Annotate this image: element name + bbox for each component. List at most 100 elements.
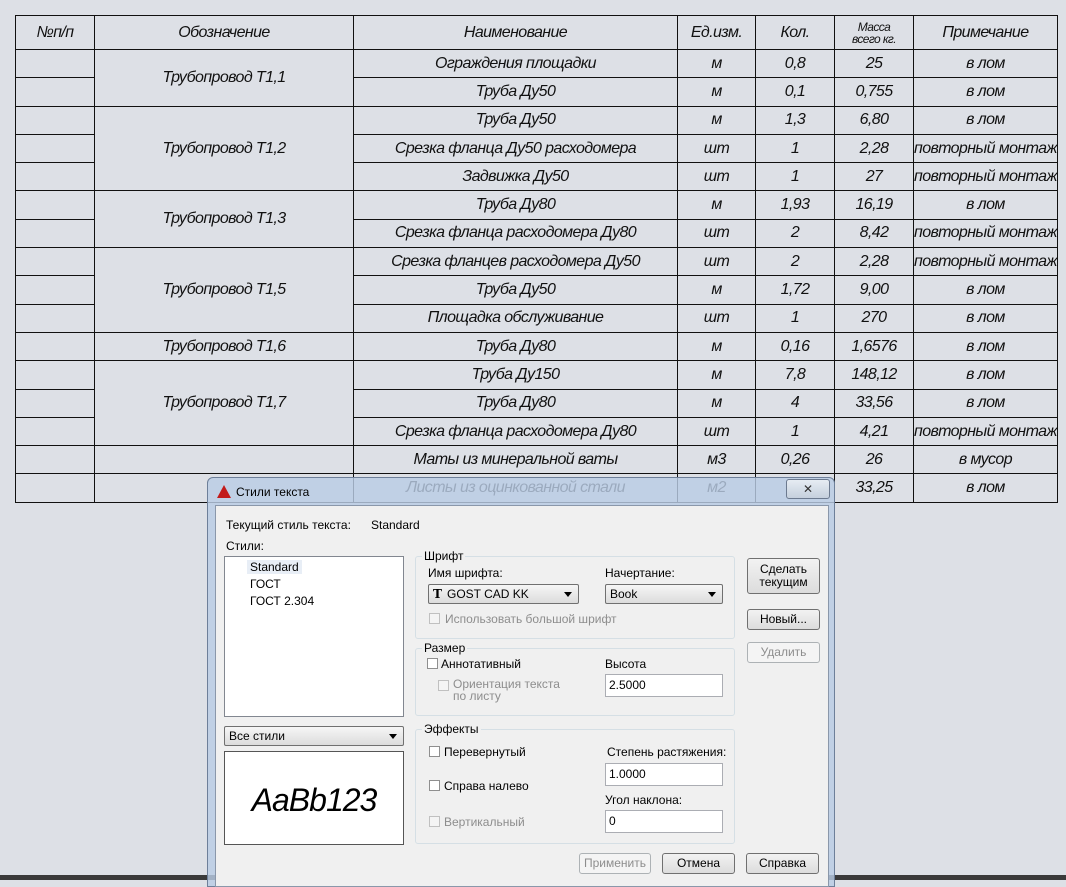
note: в лом	[913, 77, 1058, 107]
designation-cell: Трубопровод Т1,3	[94, 190, 354, 249]
unit: м	[677, 105, 756, 135]
quantity: 2	[755, 247, 835, 277]
app-icon	[217, 485, 231, 498]
new-button[interactable]: Новый...	[747, 609, 820, 630]
input-text: 0	[609, 814, 616, 828]
cancel-button[interactable]: Отмена	[662, 853, 735, 874]
header-cell: №п/п	[15, 15, 95, 50]
item-name: Труба Ду150	[353, 360, 678, 390]
table-row: Труба Ду50 м 0,1 0,755 в лом	[15, 77, 1058, 107]
item-name: Труба Ду50	[353, 77, 678, 107]
number-cell	[15, 162, 95, 192]
designation-cell: Трубопровод Т1,2	[94, 105, 354, 192]
mass: 8,42	[834, 218, 914, 249]
quantity: 1	[755, 416, 835, 447]
group-box	[415, 556, 735, 639]
apply-button[interactable]: Применить	[579, 853, 651, 874]
unit: шт	[677, 162, 756, 192]
mass: 27	[834, 162, 914, 192]
group-label: Эффекты	[422, 722, 481, 736]
note: в мусор	[913, 445, 1058, 475]
item-name: Срезка фланца расходомера Ду80	[353, 416, 678, 447]
mass: 33,25	[834, 473, 914, 503]
designation-cell: Трубопровод Т1,1	[94, 49, 354, 107]
unit: шт	[677, 133, 756, 164]
mass: 0,755	[834, 77, 914, 107]
mass: 16,19	[834, 190, 914, 220]
item-name: Срезка фланца Ду50 расходомера	[353, 133, 678, 164]
preview: AaBb123	[224, 751, 404, 845]
unit: м	[677, 275, 756, 305]
checkbox[interactable]	[429, 746, 440, 757]
unit: м	[677, 190, 756, 220]
header-cell: Наименование	[353, 15, 678, 50]
combo-text: Book	[610, 587, 638, 601]
header-cell: Примечание	[913, 15, 1058, 50]
table-row: Трубопровод Т1,1 Ограждения площадки м 0,8 2…	[15, 48, 1058, 107]
quantity: 0,26	[755, 445, 835, 475]
header-cell: Обозначение	[94, 15, 354, 50]
header-cell: Масса всего кг.	[834, 15, 914, 50]
mass: 4,21	[834, 416, 914, 447]
mass: 148,12	[834, 360, 914, 390]
checkbox-label: Вертикальный	[444, 815, 525, 829]
mass: 6,80	[834, 105, 914, 135]
oblique-input[interactable]: 0	[605, 810, 723, 833]
number-cell	[15, 331, 95, 362]
checkbox[interactable]	[427, 658, 438, 669]
quantity: 7,8	[755, 360, 835, 390]
combo-text: GOST CAD KK	[447, 587, 529, 601]
number-cell	[15, 473, 95, 503]
note: повторный монтаж	[913, 247, 1058, 277]
label: Степень растяжения:	[607, 745, 727, 759]
group-label: Размер	[422, 641, 468, 655]
checkbox-label: Справа налево	[444, 779, 529, 793]
close-button[interactable]: ✕	[786, 479, 830, 499]
help-button[interactable]: Справка	[746, 853, 819, 874]
table-row: Трубопровод Т1,7 Труба Ду150 м 7,8 148,12 в л…	[15, 360, 1058, 447]
note: в лом	[913, 360, 1058, 390]
item-name: Труба Ду50	[353, 105, 678, 135]
list-item[interactable]: Standard	[247, 560, 302, 574]
set-current-button[interactable]: Сделать текущим	[747, 558, 820, 594]
table-row: Труба Ду50 м 1,72 9,00 в лом	[15, 275, 1058, 305]
list-item[interactable]: ГОСТ 2.304	[250, 594, 315, 608]
note: в лом	[913, 105, 1058, 135]
designation-cell	[94, 445, 354, 475]
input-text: 2.5000	[609, 678, 646, 692]
quantity: 1,93	[755, 190, 835, 220]
mass: 33,56	[834, 388, 914, 418]
width-input[interactable]: 1.0000	[605, 763, 723, 786]
table-row: Маты из минеральной ваты м3 0,26 26 в мусор	[15, 445, 1058, 475]
styles-list[interactable]: Standard ГОСТ ГОСТ 2.304	[224, 556, 404, 717]
dialog-client: Текущий стиль текста: Standard Стили: St…	[215, 505, 829, 887]
unit: м	[677, 77, 756, 107]
quantity: 0,8	[755, 48, 835, 79]
table-row: Площадка обслуживание шт 1 270 в лом	[15, 303, 1058, 333]
table-row: Трубопровод Т1,6 Труба Ду80 м 0,16 1,6576 в л…	[15, 331, 1058, 362]
list-item[interactable]: ГОСТ	[250, 577, 281, 591]
style-combo[interactable]: Book	[605, 584, 723, 604]
height-input[interactable]: 2.5000	[605, 674, 723, 697]
checkbox[interactable]	[438, 680, 449, 691]
delete-button[interactable]: Удалить	[747, 642, 820, 663]
table-row: Задвижка Ду50 шт 1 27 повторный монтаж	[15, 162, 1058, 192]
table-row: Трубопровод Т1,5 Срезка фланцев расходоме…	[15, 247, 1058, 333]
note: в лом	[913, 388, 1058, 418]
table-body: Трубопровод Т1,1 Ограждения площадки м 0,8 2…	[15, 48, 1058, 503]
number-cell	[15, 218, 95, 249]
quantity: 0,16	[755, 331, 835, 362]
group-label: Шрифт	[422, 549, 466, 563]
mass: 270	[834, 303, 914, 333]
number-cell	[15, 105, 95, 135]
checkbox[interactable]	[429, 780, 440, 791]
checkbox[interactable]	[429, 613, 440, 624]
mass: 2,28	[834, 133, 914, 164]
number-cell	[15, 303, 95, 333]
font-combo[interactable]: T GOST CAD KK	[428, 584, 579, 604]
filter-combo[interactable]: Все стили	[224, 726, 404, 746]
quantity: 2	[755, 218, 835, 249]
checkbox[interactable]	[429, 816, 440, 827]
unit: м	[677, 360, 756, 390]
